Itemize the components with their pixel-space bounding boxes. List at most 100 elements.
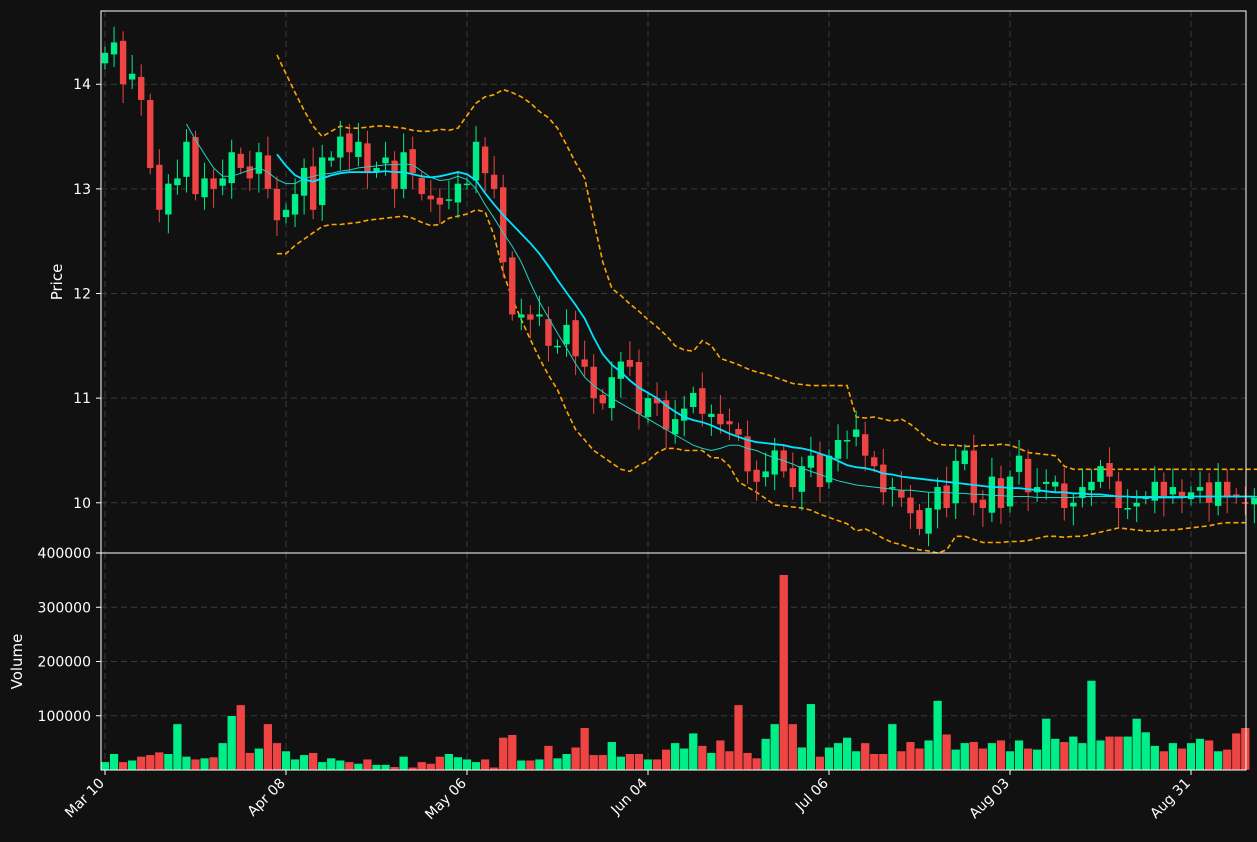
volume-bar: [317, 761, 327, 771]
candle: [192, 130, 199, 201]
volume-bar: [670, 742, 680, 771]
candle-body: [871, 457, 878, 467]
volume-bar: [715, 739, 726, 771]
volume-bar: [996, 739, 1006, 771]
volume-bar: [1204, 739, 1214, 771]
candle-body: [300, 167, 308, 196]
candle-body: [1015, 455, 1023, 472]
candle-body: [943, 485, 950, 509]
candle-body: [762, 471, 769, 478]
candle: [1024, 449, 1032, 512]
candle: [961, 444, 968, 471]
candle: [671, 400, 679, 444]
candle-body: [355, 141, 362, 157]
candle: [319, 144, 326, 221]
candle: [1015, 439, 1023, 485]
candle-body: [934, 487, 941, 510]
volume-bar: [1032, 749, 1042, 771]
candle-body: [979, 499, 987, 509]
price-tick-label: 11: [73, 391, 91, 407]
candle: [907, 484, 914, 529]
candle: [147, 93, 154, 175]
candle: [1043, 469, 1050, 500]
candle: [744, 420, 751, 484]
candle-body: [273, 188, 281, 221]
candle-body: [1106, 463, 1113, 477]
candle: [1088, 469, 1095, 506]
volume-bar: [1195, 738, 1205, 771]
volume-bar: [154, 751, 164, 771]
volume-bar: [417, 761, 427, 771]
candle-body: [988, 476, 996, 513]
candle: [219, 159, 226, 196]
candle-body: [1196, 487, 1204, 491]
candle: [1106, 447, 1113, 490]
candle-body: [490, 174, 498, 189]
candle-body: [690, 392, 697, 408]
volume-bar: [516, 759, 526, 771]
volume-bar: [136, 756, 146, 771]
candle: [1061, 467, 1068, 521]
volume-bar: [896, 750, 907, 771]
candle: [128, 54, 136, 89]
candle: [1097, 459, 1104, 489]
candle: [1133, 490, 1140, 523]
volume-bar: [1068, 736, 1078, 771]
candle-body: [409, 149, 416, 174]
candle: [246, 150, 253, 191]
volume-bar: [724, 750, 735, 771]
volume-bar: [679, 748, 689, 771]
candle: [409, 136, 416, 189]
candle: [988, 457, 996, 523]
volume-bar: [978, 748, 988, 771]
candle: [798, 456, 806, 511]
candle-body: [1070, 502, 1077, 507]
candle: [1006, 470, 1014, 513]
candle: [1251, 488, 1257, 524]
price-tick-label: 12: [73, 287, 91, 303]
candle-body: [925, 508, 932, 534]
volume-bar: [1077, 742, 1088, 771]
candle: [500, 174, 507, 278]
candle: [138, 64, 145, 116]
candle-body: [400, 152, 407, 189]
volume-bar: [643, 758, 653, 771]
candle: [518, 298, 525, 331]
volume-bar: [589, 754, 599, 771]
volume-bar: [208, 756, 219, 771]
volume-bar: [969, 741, 979, 771]
candle-body: [997, 478, 1005, 509]
candle: [690, 386, 697, 414]
volume-bar: [987, 742, 997, 771]
volume-bar: [779, 574, 789, 771]
candle: [997, 465, 1005, 524]
candle-body: [1214, 481, 1222, 506]
volume-bar: [326, 757, 336, 771]
candle: [1214, 463, 1222, 516]
candle-body: [138, 76, 145, 100]
slow-moving-average-line: [185, 123, 1257, 498]
candle-body: [662, 400, 670, 430]
candle-body: [843, 439, 851, 442]
candle: [834, 424, 842, 472]
candle: [789, 452, 796, 500]
candle: [871, 450, 878, 473]
candle-body: [798, 466, 806, 492]
volume-bar: [860, 742, 870, 771]
candle: [708, 404, 715, 436]
candle-body: [309, 166, 317, 210]
candle: [644, 391, 652, 424]
candle-body: [626, 359, 634, 367]
volume-bar: [914, 748, 925, 771]
volume-bar: [190, 758, 201, 771]
candle-body: [907, 497, 914, 514]
candle: [237, 147, 244, 175]
candle-body: [219, 178, 226, 186]
candle-body: [599, 395, 606, 404]
volume-bar: [1177, 748, 1187, 771]
candle: [753, 460, 760, 501]
candle: [699, 372, 706, 427]
candle-body: [391, 160, 398, 189]
volume-bar: [742, 752, 753, 771]
